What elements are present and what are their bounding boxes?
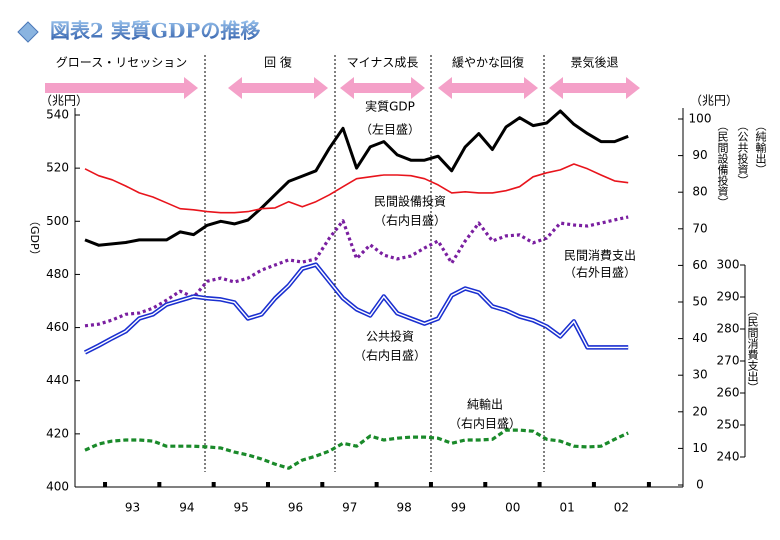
y2-tick-label: 40 [692, 331, 707, 345]
x-tick-label: 99 [451, 501, 466, 515]
title-icon [17, 21, 39, 43]
phase-label: 景気後退 [570, 55, 618, 70]
y-tick-label: 480 [46, 267, 69, 281]
y-tick-label: 460 [46, 320, 69, 334]
y2-label: （純輸出） [754, 120, 767, 175]
x-tick [646, 482, 651, 487]
y-tick-label: 500 [46, 214, 69, 228]
phase-arrow [549, 77, 640, 99]
y-unit: （兆円） [40, 94, 88, 108]
chart-title: 図表2 実質GDPの推移 [50, 19, 260, 43]
y3-tick-label: 300 [717, 258, 740, 272]
phase-label: 緩やかな回復 [452, 55, 524, 70]
x-tick-label: 97 [342, 501, 357, 515]
series-line [84, 215, 629, 328]
x-tick [428, 482, 433, 487]
x-tick-label: 95 [234, 501, 249, 515]
series-note: （右内目盛） [449, 416, 521, 431]
phase-arrow [438, 77, 538, 99]
y2-unit: （兆円） [690, 94, 738, 108]
y3-tick-label: 280 [717, 322, 740, 336]
y2-tick-label: 60 [692, 258, 707, 272]
series-note: （右内目盛） [354, 348, 426, 363]
x-tick [374, 482, 379, 487]
x-tick [211, 482, 216, 487]
x-tick-label: 96 [288, 501, 303, 515]
phase-label: マイナス成長 [347, 56, 419, 70]
phase-label: グロース・リセッション [56, 56, 187, 70]
series-name: 民間設備投資 [374, 194, 446, 209]
phase-arrow [340, 77, 425, 99]
y2-tick-label: 70 [692, 221, 707, 235]
y2-tick-label: 10 [692, 441, 707, 455]
series-line-inner [84, 263, 629, 354]
x-tick [591, 482, 596, 487]
y2-tick-label: 90 [692, 148, 707, 162]
y-tick-label: 440 [46, 373, 69, 387]
x-tick-label: 00 [505, 501, 520, 515]
series-note: （左目盛） [360, 122, 420, 137]
phase-arrow [45, 77, 198, 99]
series-name: 純輸出 [467, 397, 503, 412]
y2-tick-label: 0 [696, 478, 704, 492]
x-tick [157, 482, 162, 487]
y3-tick-label: 260 [717, 386, 740, 400]
x-tick-label: 93 [125, 501, 140, 515]
y2-tick-label: 30 [692, 368, 707, 382]
y3-tick-label: 270 [717, 354, 740, 368]
series-note: （右外目盛） [564, 265, 636, 280]
x-tick [320, 482, 325, 487]
y2-tick-label: 80 [692, 185, 707, 199]
x-tick [265, 482, 270, 487]
y3-label: （民間消費支出） [746, 305, 759, 393]
phase-arrow [228, 77, 328, 99]
series-line [84, 163, 629, 214]
y-tick-label: 400 [46, 480, 69, 494]
x-tick-label: 02 [614, 501, 629, 515]
y3-tick-label: 250 [717, 418, 740, 432]
series-line [84, 428, 629, 470]
phase-label: 回 復 [264, 55, 292, 70]
x-tick [483, 482, 488, 487]
series-name: 実質GDP [365, 99, 415, 114]
x-tick-label: 01 [559, 501, 574, 515]
y2-tick-label: 100 [689, 112, 712, 126]
series-name: 民間消費支出 [564, 248, 636, 263]
y3-tick-label: 290 [717, 290, 740, 304]
series-line [84, 109, 629, 247]
y-tick-label: 540 [46, 108, 69, 122]
x-tick-label: 94 [179, 501, 194, 515]
y-tick-label: 520 [46, 161, 69, 175]
x-tick [537, 482, 542, 487]
x-tick [103, 482, 108, 487]
series-note: （右内目盛） [374, 213, 446, 228]
y2-tick-label: 20 [692, 404, 707, 418]
series-name: 公共投資 [366, 329, 414, 344]
y2-label: （公共投資） [736, 120, 749, 186]
x-tick-label: 98 [396, 501, 411, 515]
y2-tick-label: 50 [692, 295, 707, 309]
y-tick-label: 420 [46, 426, 69, 440]
y3-tick-label: 240 [717, 450, 740, 464]
y2-label: （民間設備投資） [716, 120, 729, 208]
y-label: （GDP） [28, 215, 41, 261]
